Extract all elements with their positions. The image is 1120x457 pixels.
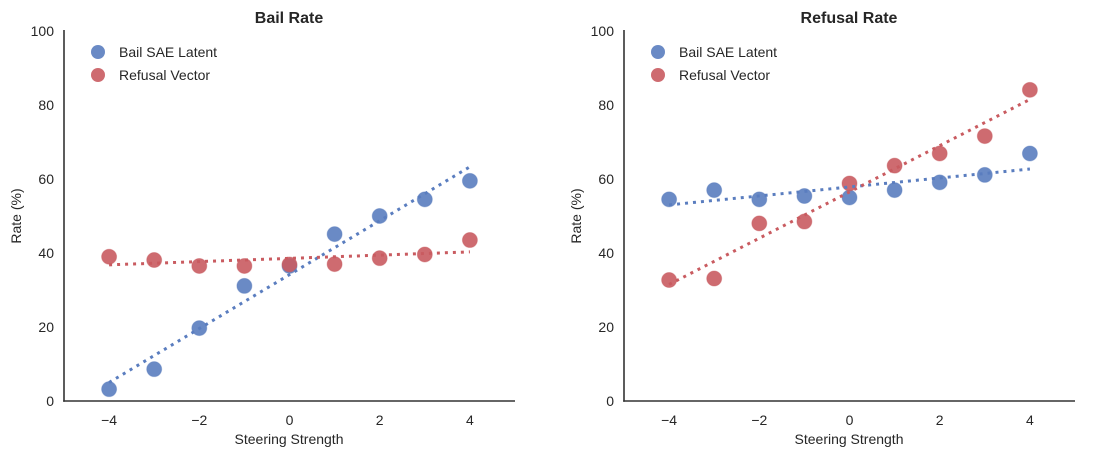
data-point [371,250,388,267]
y-tick-label: 60 [38,171,54,187]
y-tick-label: 0 [606,393,614,409]
x-axis-label: Steering Strength [795,431,904,447]
data-point [326,226,343,243]
series-bail-sae-latent [661,145,1038,208]
data-point [886,182,903,199]
legend-marker-refusal-vector [651,68,665,82]
data-point [661,191,678,208]
trendline-bail-sae-latent [108,165,471,384]
legend-marker-refusal-vector [91,68,105,82]
y-tick-label: 60 [598,171,614,187]
chart-bail-rate: Bail Rate 0 20 40 60 80 100 −4 −2 0 2 4 Steering … [8,10,515,447]
series-refusal-vector [661,81,1038,289]
data-point [371,208,388,224]
y-tick-label: 20 [38,319,54,335]
y-axis-label: Rate (%) [568,188,584,243]
data-point [751,215,768,232]
data-point [416,191,433,208]
data-point [976,128,993,145]
plot-area [661,81,1038,289]
chart-title: Bail Rate [255,10,324,27]
data-point [976,166,993,183]
x-tick-label: −4 [101,412,117,428]
y-tick-labels: 0 20 40 60 80 100 [31,23,55,409]
trendline-refusal-vector [668,98,1031,286]
x-tick-label: −2 [751,412,767,428]
data-point [886,157,903,174]
data-point [751,191,768,208]
x-tick-label: 4 [1026,412,1034,428]
data-point [796,188,813,205]
chart-refusal-rate: Refusal Rate 0 20 40 60 80 100 −4 −2 0 2 4 Steeri… [568,10,1075,447]
y-tick-label: 40 [598,245,614,261]
y-tick-label: 0 [46,393,54,409]
x-tick-labels: −4 −2 0 2 4 [661,412,1034,428]
y-tick-label: 80 [38,97,54,113]
plot-area [101,165,478,398]
y-tick-labels: 0 20 40 60 80 100 [591,23,615,409]
y-tick-label: 40 [38,245,54,261]
data-point [461,232,478,249]
x-tick-label: −4 [661,412,677,428]
series-bail-sae-latent [101,172,478,398]
data-point [101,248,118,265]
legend-label-bail-sae-latent: Bail SAE Latent [119,44,217,60]
data-point [661,272,678,289]
legend-marker-bail-sae-latent [91,45,105,59]
y-tick-label: 100 [31,23,55,39]
legend-marker-bail-sae-latent [651,45,665,59]
data-point [236,277,253,294]
data-point [101,381,118,398]
y-tick-label: 100 [591,23,615,39]
legend-label-bail-sae-latent: Bail SAE Latent [679,44,777,60]
chart-title: Refusal Rate [801,10,898,27]
data-point [191,257,208,274]
y-tick-label: 80 [598,97,614,113]
data-point [706,270,723,287]
x-axis-label: Steering Strength [235,431,344,447]
data-point [236,257,253,274]
y-axis-label: Rate (%) [8,188,24,243]
x-tick-label: 2 [376,412,384,428]
data-point [146,252,163,269]
data-point [931,145,948,162]
data-point [461,172,478,189]
data-point [1021,145,1038,162]
legend-label-refusal-vector: Refusal Vector [119,67,210,83]
x-tick-label: 0 [286,412,294,428]
legend: Bail SAE Latent Refusal Vector [91,44,217,83]
x-tick-label: 4 [466,412,474,428]
data-point [146,361,163,378]
y-tick-label: 20 [598,319,614,335]
x-tick-labels: −4 −2 0 2 4 [101,412,474,428]
data-point [1021,81,1038,98]
data-point [326,256,343,273]
x-tick-label: 2 [936,412,944,428]
x-tick-label: 0 [846,412,854,428]
legend-label-refusal-vector: Refusal Vector [679,67,770,83]
data-point [706,182,723,199]
data-point [931,174,948,191]
legend: Bail SAE Latent Refusal Vector [651,44,777,83]
data-point [281,256,298,273]
data-point [416,246,433,263]
x-tick-label: −2 [191,412,207,428]
